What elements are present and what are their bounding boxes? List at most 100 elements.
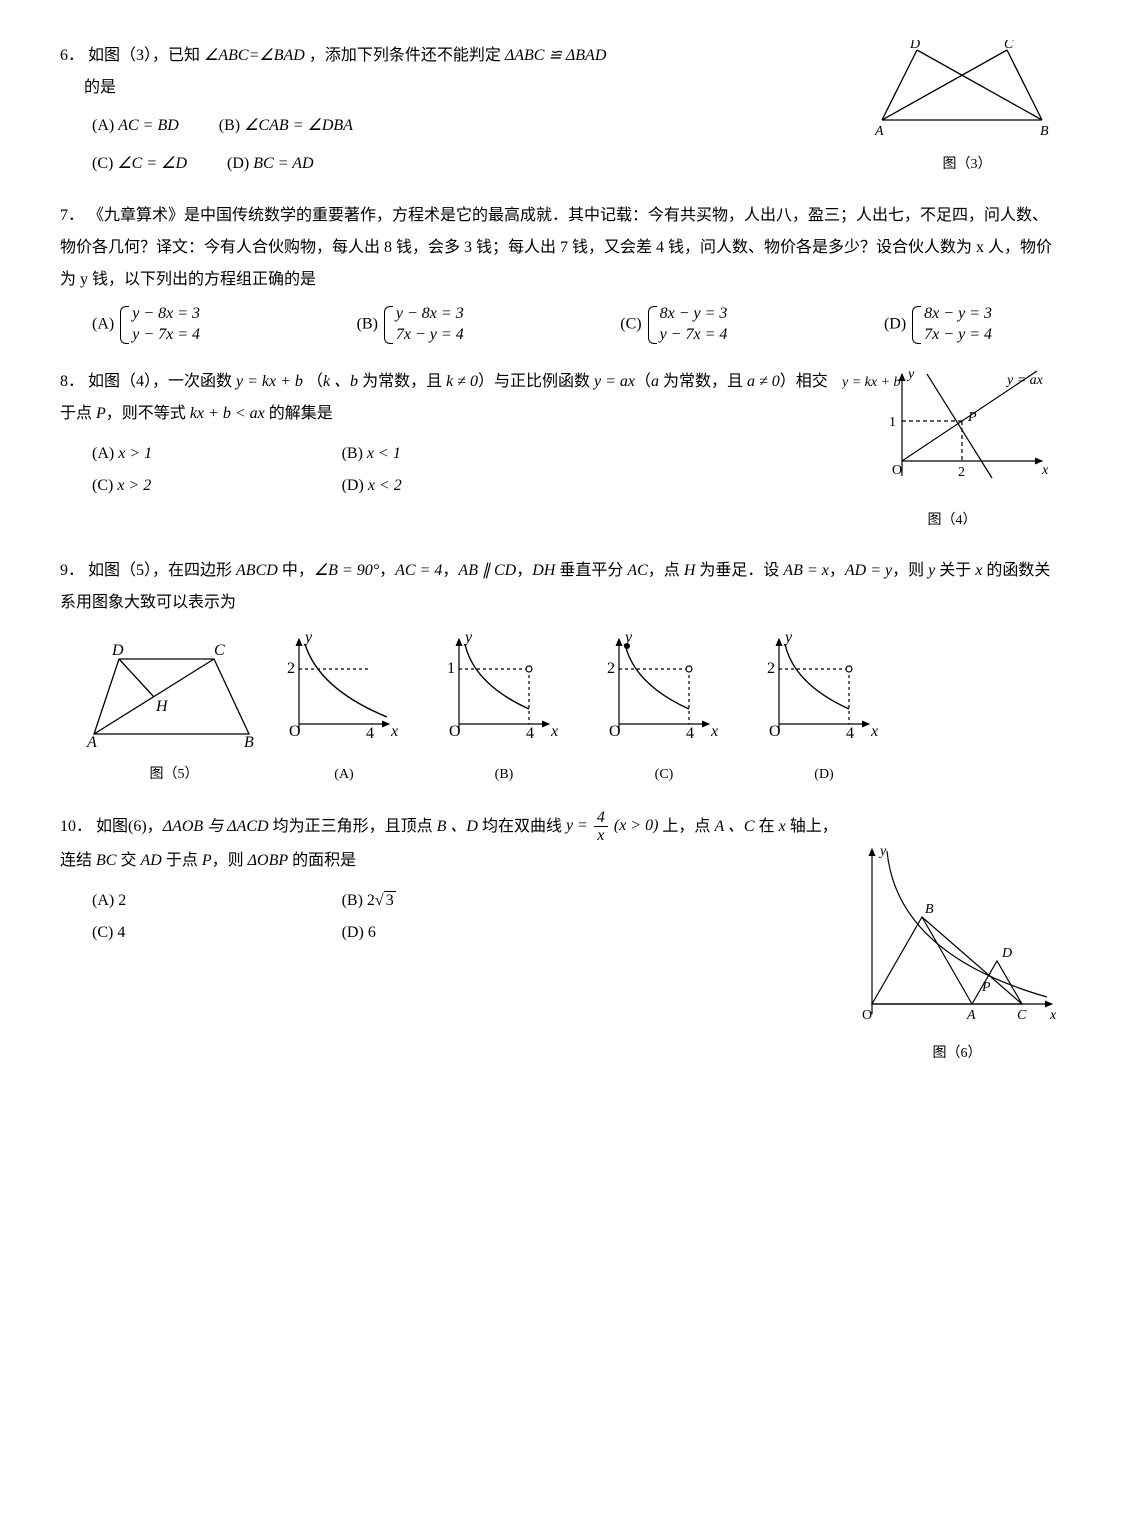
svg-text:x: x	[1041, 463, 1049, 478]
svg-text:y: y	[303, 629, 313, 646]
svg-text:O: O	[449, 723, 461, 740]
q8-ineq: kx + b < ax	[190, 405, 265, 422]
figure-5: A B C D H 图（5）	[84, 639, 264, 789]
q8-opt-C: (C) x > 2	[92, 470, 342, 502]
q10-options: (A) 2 (B) 2√3 (C) 4 (D) 6	[92, 885, 612, 949]
q9-abcd: ABCD	[236, 562, 278, 579]
q6-opt-D: (D) BC = AD	[227, 148, 314, 180]
fig3-D: D	[909, 40, 920, 52]
q6-stem-a: 如图（3），已知	[88, 47, 200, 64]
q8-opt-D: (D) x < 2	[342, 470, 592, 502]
svg-text:y = kx + b: y = kx + b	[842, 375, 901, 390]
figure-5-svg: A B C D H	[84, 639, 264, 749]
svg-text:2: 2	[287, 660, 295, 677]
q9-sc: 垂直平分	[555, 562, 627, 579]
q6-expr1: ∠ABC=∠BAD	[204, 47, 305, 64]
svg-text:x: x	[1049, 1008, 1057, 1023]
svg-text:2: 2	[958, 465, 965, 480]
q9-acv: AC	[627, 562, 647, 579]
svg-text:O: O	[862, 1008, 872, 1023]
figure-3: A B D C 图（3）	[872, 40, 1062, 179]
fig6-caption: 图（6）	[852, 1040, 1062, 1068]
q9-abx: AB = x	[783, 562, 828, 579]
q9-s1: ，	[379, 562, 395, 579]
svg-text:x: x	[710, 723, 718, 740]
q8-kb: k 、b	[323, 373, 358, 390]
q8-eq2: y = ax	[594, 373, 635, 390]
svg-text:A: A	[966, 1008, 976, 1023]
figure-6-svg: O A C x y B D P	[852, 839, 1062, 1029]
q8-sh: ，则不等式	[106, 405, 190, 422]
svg-text:4: 4	[846, 725, 854, 742]
svg-text:O: O	[609, 723, 621, 740]
svg-text:O: O	[892, 463, 902, 478]
q6-expr2: ΔABC ≌ ΔBAD	[505, 47, 607, 64]
svg-text:C: C	[1017, 1008, 1027, 1023]
q10-sc: 均在双曲线	[478, 817, 566, 834]
q9-graph-D: Oxy24(D)	[754, 629, 894, 789]
q10-sh: 于点	[162, 852, 202, 869]
q8-eq1: y = kx + b	[236, 373, 303, 390]
q6-options-row1: (A) AC = BD (B) ∠CAB = ∠DBA	[92, 110, 862, 142]
q10-bd: B 、D	[437, 817, 478, 834]
q9-sb: 中，	[278, 562, 314, 579]
q8-si: 的解集是	[265, 405, 333, 422]
q8-sa: 如图（4），一次函数	[88, 373, 236, 390]
q10-opt-D: (D) 6	[342, 917, 592, 949]
svg-text:H: H	[155, 698, 169, 715]
q7-options: (A) y − 8x = 3y − 7x = 4 (B) y − 8x = 37…	[92, 304, 992, 346]
q9-sd: ，点	[648, 562, 684, 579]
q7-stem: 《九章算术》是中国传统数学的重要著作，方程术是它的最高成就．其中记载：今有共买物…	[60, 207, 1052, 288]
q10-ad: AD	[140, 852, 161, 869]
q7-number: 7．	[60, 207, 84, 224]
q9-se: 为垂足．设	[695, 562, 783, 579]
q9-graph-C: Oxy24(C)	[594, 629, 734, 789]
q9-number: 9．	[60, 562, 84, 579]
q10-sb: 均为正三角形，且顶点	[269, 817, 437, 834]
question-9: 9． 如图（5），在四边形 ABCD 中，∠B = 90°，AC = 4，AB …	[60, 555, 1062, 789]
q10-opt-C: (C) 4	[92, 917, 342, 949]
q9-abcd2: AB ∥ CD	[458, 562, 516, 579]
q7-opt-D: (D) 8x − y = 37x − y = 4	[884, 304, 992, 346]
q9-s3: ，	[516, 562, 532, 579]
q8-options: (A) x > 1 (B) x < 1 (C) x > 2 (D) x < 2	[92, 438, 612, 502]
figure-6: O A C x y B D P 图（6）	[852, 839, 1062, 1068]
svg-text:D: D	[111, 642, 124, 659]
q7-opt-C: (C) 8x − y = 3y − 7x = 4	[620, 304, 727, 346]
q7-opt-B: (B) y − 8x = 37x − y = 4	[357, 304, 464, 346]
q9-s2: ，	[442, 562, 458, 579]
svg-text:B: B	[925, 902, 934, 917]
q8-number: 8．	[60, 373, 84, 390]
svg-text:x: x	[550, 723, 558, 740]
q8-sc: 为常数，且	[358, 373, 446, 390]
q9-graphs-row: A B C D H 图（5） Oxy24(A) Oxy14(B) Oxy24(C…	[84, 629, 1062, 789]
q8-P: P	[96, 405, 106, 422]
q10-se: 在	[755, 817, 779, 834]
q9-option-graphs: Oxy24(A) Oxy14(B) Oxy24(C) Oxy24(D)	[274, 629, 894, 789]
svg-text:y: y	[623, 629, 633, 646]
svg-text:4: 4	[526, 725, 534, 742]
svg-text:x: x	[390, 723, 398, 740]
svg-text:P: P	[967, 410, 977, 425]
svg-text:y = ax: y = ax	[1005, 373, 1044, 388]
q10-tri: ΔAOB 与 ΔACD	[163, 817, 269, 834]
svg-text:y: y	[906, 367, 915, 382]
q8-sf: 为常数，且	[659, 373, 747, 390]
q8-sd: ）与正比例函数	[478, 373, 594, 390]
svg-text:4: 4	[366, 725, 374, 742]
figure-4-svg: O x y P 1 2 y = kx + b y = ax	[842, 366, 1062, 496]
q10-sa: 如图(6)，	[96, 817, 163, 834]
q9-sa: 如图（5），在四边形	[88, 562, 236, 579]
svg-text:x: x	[870, 723, 878, 740]
svg-text:O: O	[769, 723, 781, 740]
q9-ady: AD = y	[845, 562, 892, 579]
svg-text:P: P	[981, 980, 991, 995]
q9-dh: DH	[532, 562, 555, 579]
q10-p: P	[202, 852, 212, 869]
svg-text:2: 2	[607, 660, 615, 677]
figure-4: O x y P 1 2 y = kx + b y = ax 图（4）	[842, 366, 1062, 535]
q6-opt-B: (B) ∠CAB = ∠DBA	[219, 110, 353, 142]
svg-text:4: 4	[686, 725, 694, 742]
svg-text:C: C	[214, 642, 225, 659]
q8-a: a	[651, 373, 659, 390]
